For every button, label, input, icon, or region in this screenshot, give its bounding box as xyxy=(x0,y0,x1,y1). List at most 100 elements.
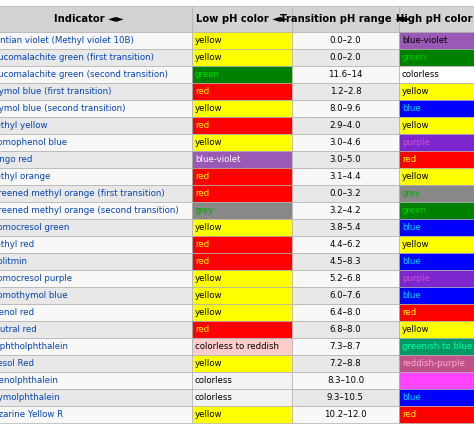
Text: yellow: yellow xyxy=(195,291,222,300)
Bar xyxy=(192,355,292,372)
Text: red: red xyxy=(195,240,209,249)
Text: fuchsia: fuchsia xyxy=(402,376,433,385)
Text: 10.2–12.0: 10.2–12.0 xyxy=(324,410,367,419)
Bar xyxy=(399,32,474,49)
Text: Screened methyl orange (second transition): Screened methyl orange (second transitio… xyxy=(0,206,179,215)
Text: 4.5–8.3: 4.5–8.3 xyxy=(330,257,361,266)
Text: red: red xyxy=(195,87,209,96)
Text: blue: blue xyxy=(402,223,421,232)
Text: Neutral red: Neutral red xyxy=(0,325,37,334)
Bar xyxy=(0,202,192,219)
Text: colorless: colorless xyxy=(402,70,440,79)
Bar xyxy=(292,355,399,372)
Bar xyxy=(192,253,292,270)
Bar xyxy=(192,100,292,117)
Text: yellow: yellow xyxy=(402,240,429,249)
Text: 0.0–2.0: 0.0–2.0 xyxy=(330,53,361,62)
Text: blue: blue xyxy=(402,104,421,113)
Bar xyxy=(292,406,399,423)
Bar xyxy=(0,389,192,406)
Text: 8.3–10.0: 8.3–10.0 xyxy=(327,376,364,385)
Bar xyxy=(0,270,192,287)
Bar xyxy=(192,202,292,219)
Text: 3.1–4.4: 3.1–4.4 xyxy=(330,172,361,181)
Text: purple: purple xyxy=(402,138,430,147)
Bar xyxy=(292,202,399,219)
Text: Azolitmin: Azolitmin xyxy=(0,257,28,266)
Text: Indicator ◄►: Indicator ◄► xyxy=(54,14,123,24)
Bar xyxy=(192,406,292,423)
Text: Screened methyl orange (first transition): Screened methyl orange (first transition… xyxy=(0,189,164,198)
Bar xyxy=(399,338,474,355)
Text: Phenolphthalein: Phenolphthalein xyxy=(0,376,58,385)
Bar xyxy=(399,406,474,423)
Text: blue: blue xyxy=(402,257,421,266)
Bar xyxy=(399,253,474,270)
Text: Thymolphthalein: Thymolphthalein xyxy=(0,393,61,402)
Text: yellow: yellow xyxy=(195,223,222,232)
Bar xyxy=(0,66,192,83)
Bar xyxy=(292,151,399,168)
Text: 3.0–4.6: 3.0–4.6 xyxy=(330,138,361,147)
Text: 7.2–8.8: 7.2–8.8 xyxy=(330,359,361,368)
Bar xyxy=(292,236,399,253)
Text: red: red xyxy=(402,308,416,317)
Text: Alizarine Yellow R: Alizarine Yellow R xyxy=(0,410,63,419)
Bar xyxy=(292,66,399,83)
Bar xyxy=(192,219,292,236)
Text: red: red xyxy=(402,410,416,419)
Bar xyxy=(192,134,292,151)
Text: Cresol Red: Cresol Red xyxy=(0,359,34,368)
Text: yellow: yellow xyxy=(402,121,429,130)
Text: Leucomalachite green (second transition): Leucomalachite green (second transition) xyxy=(0,70,168,79)
Bar xyxy=(292,32,399,49)
Text: Phenol red: Phenol red xyxy=(0,308,34,317)
Bar xyxy=(0,100,192,117)
Text: yellow: yellow xyxy=(195,274,222,283)
Text: Methyl red: Methyl red xyxy=(0,240,34,249)
Bar xyxy=(192,117,292,134)
Bar xyxy=(292,117,399,134)
Bar xyxy=(0,168,192,185)
Text: blue: blue xyxy=(402,393,421,402)
Text: yellow: yellow xyxy=(402,325,429,334)
Text: Gentian violet (Methyl violet 10B): Gentian violet (Methyl violet 10B) xyxy=(0,36,134,45)
Bar xyxy=(399,49,474,66)
Bar xyxy=(399,321,474,338)
Bar xyxy=(399,219,474,236)
Text: yellow: yellow xyxy=(195,308,222,317)
Text: 6.0–7.6: 6.0–7.6 xyxy=(330,291,361,300)
Text: blue-violet: blue-violet xyxy=(195,155,240,164)
Bar xyxy=(192,321,292,338)
Bar xyxy=(0,49,192,66)
Bar xyxy=(0,32,192,49)
Bar xyxy=(192,83,292,100)
Text: Naphtholphthalein: Naphtholphthalein xyxy=(0,342,68,351)
Bar xyxy=(0,219,192,236)
Text: greenish to blue: greenish to blue xyxy=(402,342,472,351)
Text: colorless to reddish: colorless to reddish xyxy=(195,342,279,351)
Text: 3.2–4.2: 3.2–4.2 xyxy=(330,206,361,215)
Bar xyxy=(399,151,474,168)
Bar xyxy=(292,287,399,304)
Bar xyxy=(192,66,292,83)
Text: yellow: yellow xyxy=(402,87,429,96)
Text: 6.4–8.0: 6.4–8.0 xyxy=(330,308,361,317)
Bar xyxy=(399,117,474,134)
Text: 2.9–4.0: 2.9–4.0 xyxy=(330,121,361,130)
Bar xyxy=(399,236,474,253)
Text: Thymol blue (second transition): Thymol blue (second transition) xyxy=(0,104,126,113)
Bar xyxy=(292,49,399,66)
Bar xyxy=(399,66,474,83)
Text: 11.6–14: 11.6–14 xyxy=(328,70,363,79)
Text: red: red xyxy=(195,257,209,266)
Text: green: green xyxy=(402,53,427,62)
Bar xyxy=(192,389,292,406)
Bar xyxy=(292,100,399,117)
Text: Low pH color ◄►: Low pH color ◄► xyxy=(196,14,288,24)
Text: yellow: yellow xyxy=(195,410,222,419)
Bar xyxy=(0,6,192,32)
Bar xyxy=(192,270,292,287)
Text: yellow: yellow xyxy=(195,36,222,45)
Text: Bromocresol purple: Bromocresol purple xyxy=(0,274,72,283)
